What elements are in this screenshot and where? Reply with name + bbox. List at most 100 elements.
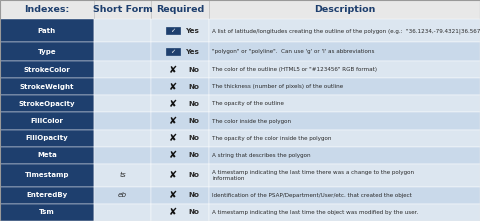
Text: No: No bbox=[189, 135, 199, 141]
Bar bbox=[151, 19, 209, 42]
Text: FillOpacity: FillOpacity bbox=[25, 135, 68, 141]
Text: StrokeWeight: StrokeWeight bbox=[20, 84, 74, 90]
Text: eb: eb bbox=[118, 192, 127, 198]
Bar bbox=[0, 147, 94, 164]
Bar bbox=[0, 0, 94, 19]
Bar bbox=[151, 204, 209, 221]
Text: Description: Description bbox=[314, 5, 375, 14]
Bar bbox=[166, 48, 180, 55]
Bar bbox=[209, 147, 480, 164]
Text: No: No bbox=[189, 210, 199, 215]
Text: A list of latitude/longitudes creating the outline of the polygon (e.g.:  "36.12: A list of latitude/longitudes creating t… bbox=[212, 28, 480, 34]
Text: ✘: ✘ bbox=[169, 170, 177, 180]
Bar bbox=[209, 61, 480, 78]
Text: StrokeColor: StrokeColor bbox=[24, 67, 70, 72]
Text: No: No bbox=[189, 101, 199, 107]
Text: Type: Type bbox=[37, 48, 56, 55]
Text: The opacity of the color inside the polygon: The opacity of the color inside the poly… bbox=[212, 136, 332, 141]
Bar bbox=[209, 42, 480, 61]
Text: "polygon" or "polyline".  Can use 'g' or 'l' as abbreviations: "polygon" or "polyline". Can use 'g' or … bbox=[212, 49, 375, 54]
Bar bbox=[94, 164, 151, 187]
Text: ✘: ✘ bbox=[169, 82, 177, 92]
Bar bbox=[209, 112, 480, 130]
Text: The thickness (number of pixels) of the outline: The thickness (number of pixels) of the … bbox=[212, 84, 343, 89]
Bar bbox=[0, 112, 94, 130]
Bar bbox=[0, 19, 94, 42]
Text: No: No bbox=[189, 172, 199, 178]
Text: Indexes:: Indexes: bbox=[24, 5, 70, 14]
Bar bbox=[209, 19, 480, 42]
Bar bbox=[94, 42, 151, 61]
Bar bbox=[94, 187, 151, 204]
Bar bbox=[0, 95, 94, 112]
Text: No: No bbox=[189, 192, 199, 198]
Bar bbox=[0, 61, 94, 78]
Bar bbox=[209, 0, 480, 19]
Bar bbox=[209, 187, 480, 204]
Text: ts: ts bbox=[119, 172, 126, 178]
Bar bbox=[151, 95, 209, 112]
Text: ✓: ✓ bbox=[170, 49, 176, 54]
Text: No: No bbox=[189, 67, 199, 72]
Bar bbox=[209, 204, 480, 221]
Text: ✘: ✘ bbox=[169, 208, 177, 217]
Bar bbox=[166, 27, 180, 34]
Text: Path: Path bbox=[38, 28, 56, 34]
Text: Short Form: Short Form bbox=[93, 5, 152, 14]
Text: No: No bbox=[189, 152, 199, 158]
Bar bbox=[94, 61, 151, 78]
Bar bbox=[0, 164, 94, 187]
Bar bbox=[94, 78, 151, 95]
Bar bbox=[151, 0, 209, 19]
Bar bbox=[94, 19, 151, 42]
Bar bbox=[151, 112, 209, 130]
Bar bbox=[151, 78, 209, 95]
Bar bbox=[0, 187, 94, 204]
Text: Meta: Meta bbox=[37, 152, 57, 158]
Text: Identification of the PSAP/Department/User/etc. that created the object: Identification of the PSAP/Department/Us… bbox=[212, 193, 412, 198]
Text: Tsm: Tsm bbox=[39, 210, 55, 215]
Bar bbox=[94, 130, 151, 147]
Text: Required: Required bbox=[156, 5, 204, 14]
Bar bbox=[94, 0, 151, 19]
Bar bbox=[151, 130, 209, 147]
Bar bbox=[151, 147, 209, 164]
Text: Yes: Yes bbox=[185, 48, 199, 55]
Text: Yes: Yes bbox=[185, 28, 199, 34]
Bar bbox=[151, 164, 209, 187]
Text: ✘: ✘ bbox=[169, 65, 177, 74]
Bar bbox=[151, 61, 209, 78]
Bar bbox=[94, 147, 151, 164]
Text: EnteredBy: EnteredBy bbox=[26, 192, 67, 198]
Text: A string that describes the polygon: A string that describes the polygon bbox=[212, 153, 311, 158]
Bar bbox=[94, 95, 151, 112]
Text: ✘: ✘ bbox=[169, 116, 177, 126]
Bar bbox=[0, 204, 94, 221]
Bar bbox=[0, 130, 94, 147]
Text: ✘: ✘ bbox=[169, 190, 177, 200]
Text: No: No bbox=[189, 84, 199, 90]
Text: A timestamp indicating the last time the object was modified by the user.: A timestamp indicating the last time the… bbox=[212, 210, 419, 215]
Text: FillColor: FillColor bbox=[30, 118, 63, 124]
Bar bbox=[0, 78, 94, 95]
Text: StrokeOpacity: StrokeOpacity bbox=[19, 101, 75, 107]
Bar bbox=[209, 164, 480, 187]
Text: ✓: ✓ bbox=[170, 28, 176, 33]
Bar bbox=[209, 95, 480, 112]
Bar bbox=[151, 187, 209, 204]
Bar bbox=[209, 130, 480, 147]
Bar bbox=[0, 42, 94, 61]
Text: Timestamp: Timestamp bbox=[24, 172, 69, 178]
Bar bbox=[94, 204, 151, 221]
Bar bbox=[209, 78, 480, 95]
Text: A timestamp indicating the last time there was a change to the polygon
informati: A timestamp indicating the last time the… bbox=[212, 170, 414, 181]
Text: ✘: ✘ bbox=[169, 133, 177, 143]
Text: ✘: ✘ bbox=[169, 99, 177, 109]
Text: The color inside the polygon: The color inside the polygon bbox=[212, 118, 291, 124]
Bar bbox=[151, 42, 209, 61]
Text: ✘: ✘ bbox=[169, 151, 177, 160]
Text: The color of the outline (HTML5 or "#123456" RGB format): The color of the outline (HTML5 or "#123… bbox=[212, 67, 377, 72]
Text: The opacity of the outline: The opacity of the outline bbox=[212, 101, 284, 106]
Text: No: No bbox=[189, 118, 199, 124]
Bar bbox=[94, 112, 151, 130]
